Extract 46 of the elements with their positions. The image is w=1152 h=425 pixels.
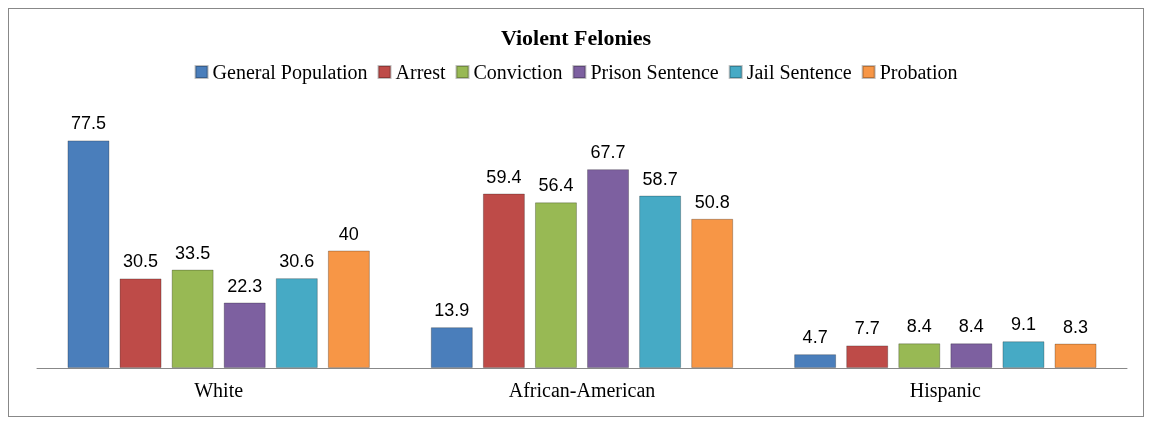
data-label: 56.4	[538, 175, 574, 196]
data-label: 8.4	[958, 316, 984, 337]
bar	[534, 202, 577, 368]
legend-label: Prison Sentence	[590, 61, 719, 83]
bar	[430, 327, 473, 368]
data-label: 58.7	[642, 168, 678, 189]
bar	[898, 343, 941, 368]
data-label: 7.7	[854, 318, 880, 339]
chart-title: Violent Felonies	[500, 24, 652, 50]
legend-label: Arrest	[395, 61, 446, 83]
data-label: 13.9	[434, 300, 470, 321]
bar	[223, 302, 266, 368]
bar	[950, 343, 993, 368]
legend-label: General Population	[212, 61, 368, 84]
data-label: 30.6	[279, 251, 315, 272]
x-tick-label: White	[194, 379, 244, 401]
data-label: 59.4	[486, 166, 522, 187]
data-label: 9.1	[1010, 314, 1036, 335]
x-tick-label: Hispanic	[909, 379, 981, 402]
bar	[1054, 343, 1097, 368]
data-label: 8.4	[906, 316, 932, 337]
legend-label: Jail Sentence	[746, 61, 852, 83]
data-label: 8.3	[1063, 316, 1089, 337]
x-tick-label: African-American	[508, 379, 656, 401]
bar	[587, 169, 630, 368]
bar	[275, 278, 318, 368]
bar	[1002, 341, 1045, 368]
bar	[846, 345, 889, 368]
bar	[171, 269, 214, 368]
legend-label: Probation	[879, 61, 958, 83]
bar	[794, 354, 837, 368]
data-label: 4.7	[802, 327, 828, 348]
data-label: 30.5	[123, 251, 159, 272]
data-label: 77.5	[70, 113, 106, 134]
legend-label: Conviction	[473, 61, 563, 83]
data-label: 33.5	[175, 242, 211, 263]
data-label: 67.7	[590, 142, 626, 163]
bar	[119, 278, 162, 368]
data-label: 22.3	[227, 275, 263, 296]
bar	[327, 250, 370, 368]
bar	[691, 218, 734, 368]
data-label: 40	[338, 223, 359, 244]
bar	[639, 195, 682, 368]
bar	[482, 193, 525, 368]
data-label: 50.8	[694, 191, 730, 212]
bar	[67, 140, 110, 368]
